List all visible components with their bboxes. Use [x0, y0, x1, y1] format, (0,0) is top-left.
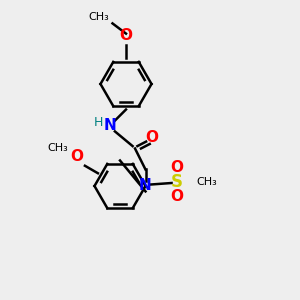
Text: CH₃: CH₃	[196, 177, 217, 188]
Text: O: O	[119, 28, 133, 44]
Text: CH₃: CH₃	[89, 12, 110, 22]
Text: CH₃: CH₃	[48, 143, 68, 153]
Text: O: O	[70, 149, 83, 164]
Text: O: O	[145, 130, 158, 146]
Text: O: O	[170, 160, 184, 175]
Text: O: O	[170, 189, 184, 204]
Text: N: N	[139, 178, 152, 194]
Text: N: N	[103, 118, 116, 134]
Text: S: S	[171, 173, 183, 191]
Text: H: H	[93, 116, 103, 129]
